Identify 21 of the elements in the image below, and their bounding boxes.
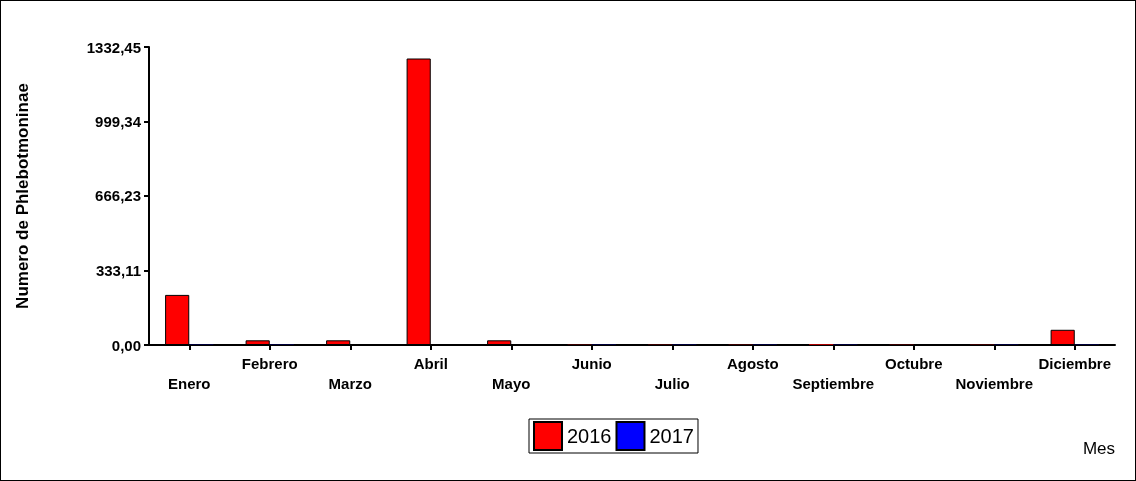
x-axis-title: Mes (1082, 439, 1115, 458)
y-tick-label: 1332,45 (86, 38, 141, 56)
y-tick-label: 0,00 (111, 336, 141, 354)
x-tick-label: Noviembre (955, 374, 1034, 392)
x-tick-label: Julio (654, 374, 690, 392)
x-tick-label: Mayo (492, 374, 531, 392)
x-tick-label: Diciembre (1038, 354, 1112, 372)
y-axis-title: Numero de Phlebotmoninae (13, 83, 32, 309)
x-tick-label: Agosto (726, 354, 779, 372)
y-tick-label: 333,11 (95, 262, 141, 279)
legend-label: 2016 (567, 425, 612, 447)
y-tick-label: 666,23 (95, 187, 141, 205)
x-tick-label: Marzo (328, 374, 372, 392)
x-tick-label: Octubre (884, 354, 943, 372)
y-tick-label: 999,34 (95, 113, 142, 130)
x-tick-label: Junio (571, 354, 612, 372)
legend-label: 2017 (649, 425, 694, 447)
x-tick-label: Septiembre (792, 374, 875, 392)
x-tick-label: Abril (413, 354, 448, 372)
x-tick-label: Enero (167, 374, 211, 392)
x-tick-label: Febrero (241, 354, 298, 372)
